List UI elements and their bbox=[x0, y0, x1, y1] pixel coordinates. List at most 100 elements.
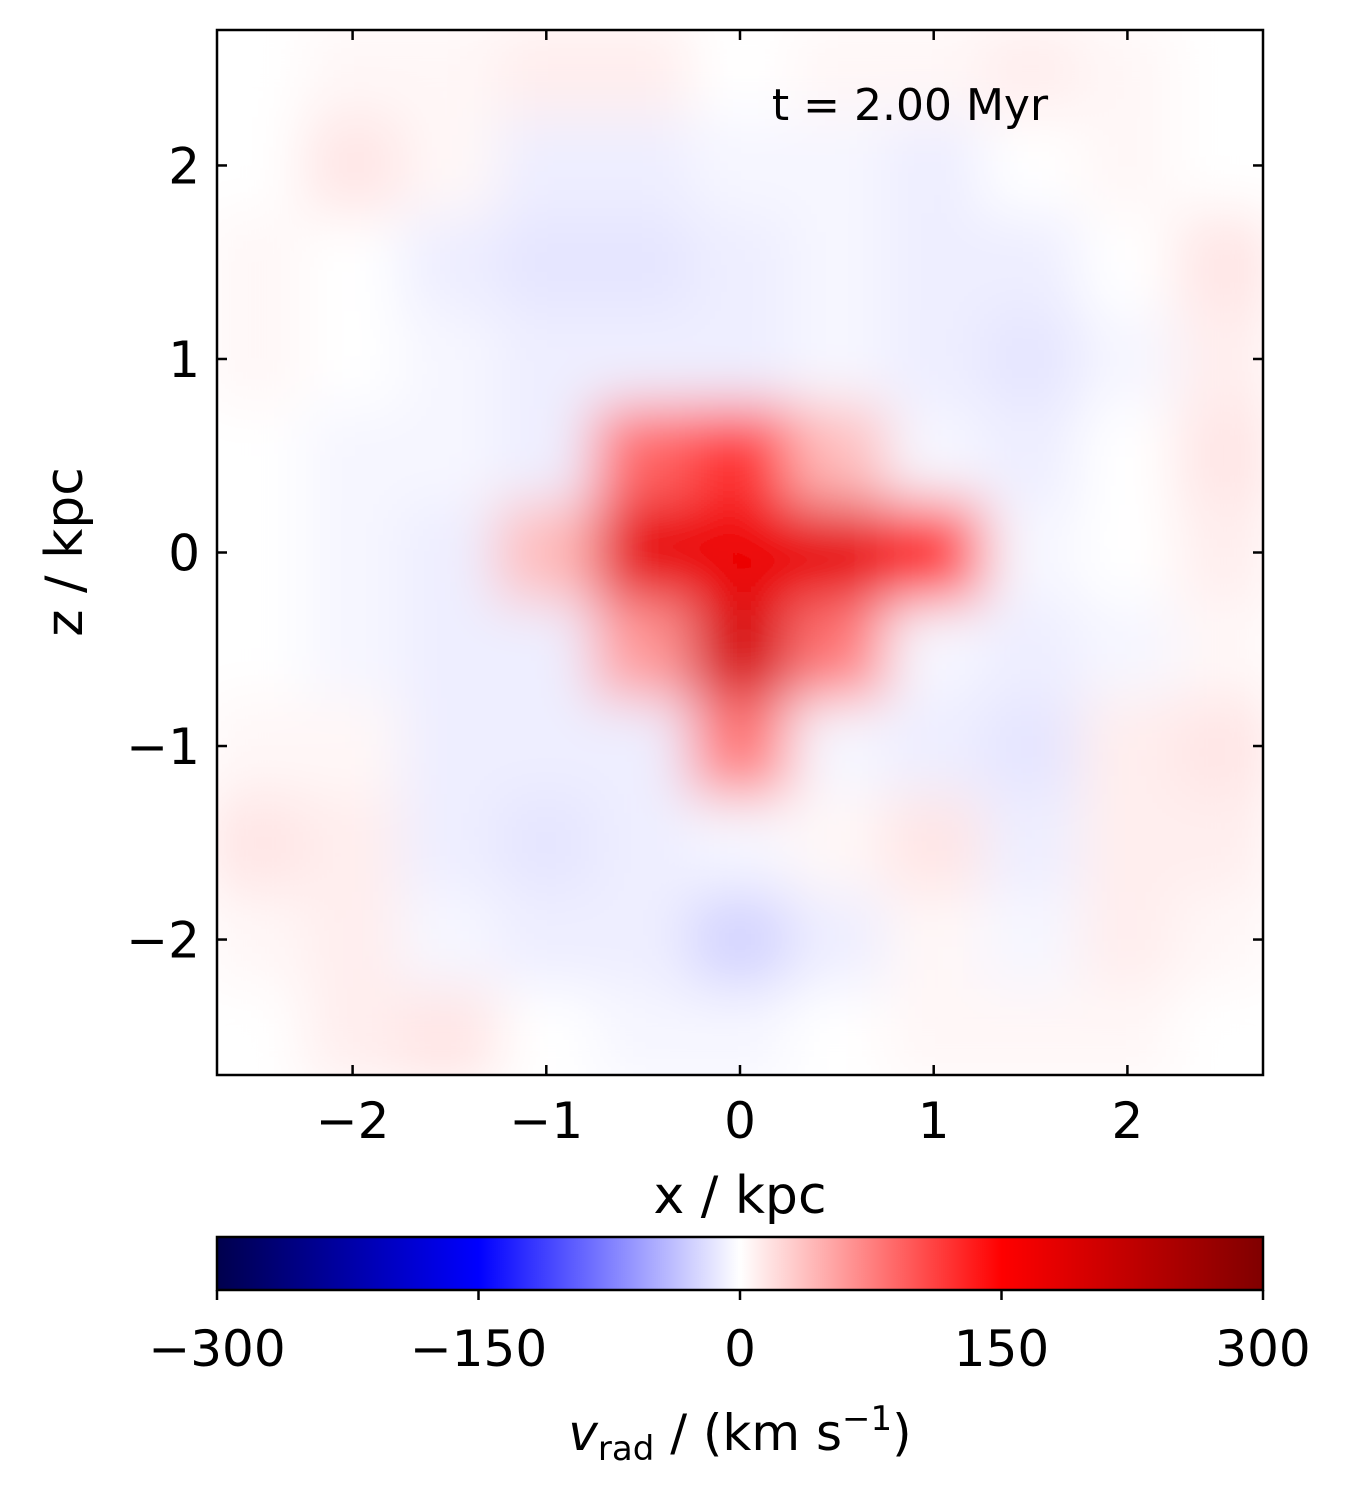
heat-cell bbox=[1175, 310, 1263, 408]
heat-cell bbox=[594, 600, 693, 699]
heat-cell bbox=[304, 30, 402, 118]
heat-cell bbox=[982, 600, 1080, 699]
heat-cell bbox=[304, 407, 402, 505]
y-tick-label: −1 bbox=[126, 718, 200, 776]
heat-cell bbox=[304, 600, 402, 699]
colorbar-tick-label: −300 bbox=[148, 1320, 285, 1378]
heat-cell bbox=[885, 407, 983, 505]
heat-cell bbox=[982, 117, 1080, 215]
heat-cell bbox=[788, 213, 886, 312]
colorbar-label: vrad / (km s−1) bbox=[568, 1399, 911, 1469]
heat-cell bbox=[594, 213, 693, 312]
heat-cell bbox=[304, 117, 402, 215]
colorbar bbox=[215, 1235, 1265, 1292]
heat-cell bbox=[1078, 504, 1177, 602]
heat-cell bbox=[401, 600, 499, 699]
heat-cell bbox=[1078, 891, 1177, 989]
heat-cell bbox=[497, 987, 596, 1075]
heat-cell bbox=[691, 987, 789, 1075]
heat-cell bbox=[594, 117, 693, 215]
heat-cell bbox=[885, 213, 983, 312]
heat-cell bbox=[497, 697, 596, 795]
heat-cell bbox=[217, 117, 305, 215]
heat-cell bbox=[788, 600, 886, 699]
heat-cell bbox=[304, 504, 402, 602]
colorbar-tick-label: −150 bbox=[410, 1320, 547, 1378]
heat-cell bbox=[217, 213, 305, 312]
heat-cell bbox=[304, 987, 402, 1075]
heat-cell bbox=[1078, 310, 1177, 408]
heat-cell bbox=[497, 891, 596, 989]
heat-cell bbox=[788, 310, 886, 408]
heat-cell bbox=[401, 407, 499, 505]
heat-cell bbox=[885, 30, 983, 118]
heat-cell bbox=[217, 794, 305, 892]
heat-cell bbox=[691, 600, 789, 699]
heat-cell bbox=[1078, 600, 1177, 699]
heat-cell bbox=[401, 794, 499, 892]
y-axis-label: z / kpc bbox=[35, 467, 95, 637]
heat-cell bbox=[594, 30, 693, 118]
x-tick-label: 2 bbox=[1112, 1092, 1144, 1150]
heat-cell bbox=[497, 117, 596, 215]
x-tick-label: −2 bbox=[316, 1092, 390, 1150]
heat-cell bbox=[885, 504, 983, 602]
heat-cell bbox=[788, 697, 886, 795]
heat-cell bbox=[497, 600, 596, 699]
heat-cell bbox=[788, 407, 886, 505]
heat-cell bbox=[401, 891, 499, 989]
heat-cell bbox=[1175, 30, 1263, 118]
heat-cell bbox=[401, 504, 499, 602]
heat-cell bbox=[594, 310, 693, 408]
heat-cell bbox=[1175, 891, 1263, 989]
heat-cell bbox=[304, 697, 402, 795]
heat-cell bbox=[788, 891, 886, 989]
heat-cell bbox=[497, 213, 596, 312]
heat-cell bbox=[1078, 794, 1177, 892]
heat-cell bbox=[982, 697, 1080, 795]
heat-cell bbox=[982, 794, 1080, 892]
heat-cell bbox=[217, 504, 305, 602]
heat-cell bbox=[1175, 697, 1263, 795]
heat-cell bbox=[594, 987, 693, 1075]
y-tick-label: 1 bbox=[168, 331, 200, 389]
heat-cell bbox=[885, 600, 983, 699]
heat-cell bbox=[217, 891, 305, 989]
heat-cell bbox=[788, 987, 886, 1075]
cb-label-main: v bbox=[568, 1404, 599, 1462]
heat-cell bbox=[1175, 987, 1263, 1075]
heat-cell bbox=[1175, 213, 1263, 312]
heat-cell bbox=[401, 117, 499, 215]
heat-cell bbox=[691, 213, 789, 312]
y-tick-label: 0 bbox=[168, 525, 200, 583]
heat-cell bbox=[594, 504, 693, 602]
heat-cell bbox=[497, 30, 596, 118]
heat-cell bbox=[1078, 697, 1177, 795]
heat-cell bbox=[304, 310, 402, 408]
heat-cell bbox=[497, 794, 596, 892]
colorbar-tick-label: 0 bbox=[724, 1320, 756, 1378]
x-tick-label: 1 bbox=[918, 1092, 950, 1150]
heat-cell bbox=[691, 794, 789, 892]
cb-label-mid: / (km s bbox=[654, 1404, 842, 1462]
heat-cell bbox=[885, 794, 983, 892]
heat-cell bbox=[982, 407, 1080, 505]
heat-cell bbox=[401, 310, 499, 408]
cb-label-end: ) bbox=[892, 1404, 912, 1462]
heat-cell bbox=[982, 504, 1080, 602]
heat-cell bbox=[401, 987, 499, 1075]
heat-cell bbox=[982, 987, 1080, 1075]
heat-cell bbox=[982, 310, 1080, 408]
heat-cell bbox=[1175, 600, 1263, 699]
heat-cell bbox=[788, 504, 886, 602]
heat-cell bbox=[594, 794, 693, 892]
annotation: t = 2.00 Myr bbox=[772, 80, 1049, 131]
heat-cell bbox=[401, 213, 499, 312]
heat-cell bbox=[1078, 30, 1177, 118]
heat-cell bbox=[885, 891, 983, 989]
x-tick-label: 0 bbox=[724, 1092, 756, 1150]
heat-cell bbox=[885, 310, 983, 408]
heat-cell bbox=[497, 504, 596, 602]
heat-cell bbox=[401, 30, 499, 118]
